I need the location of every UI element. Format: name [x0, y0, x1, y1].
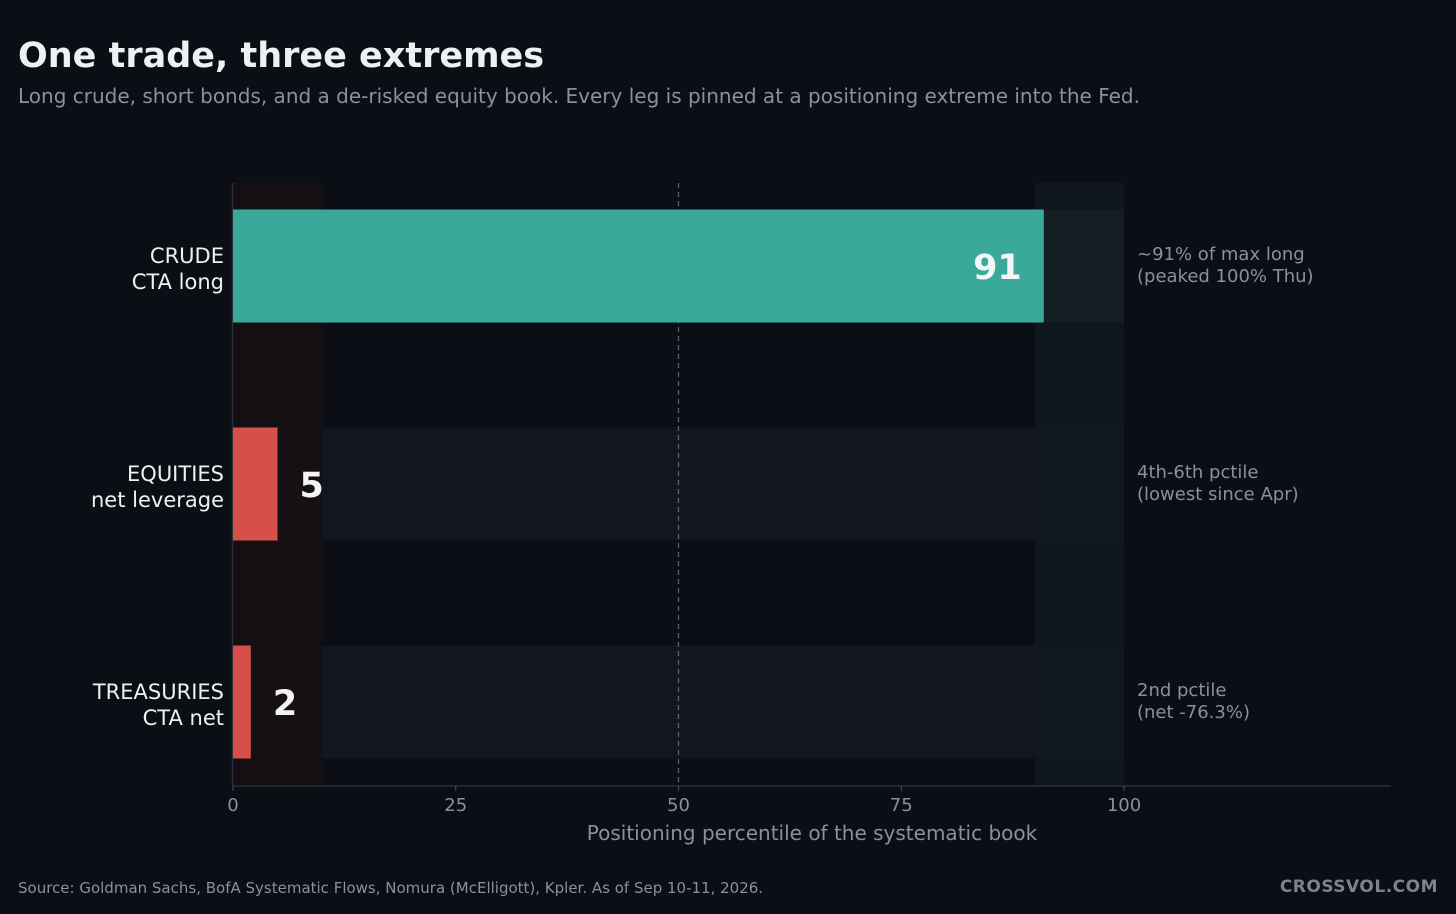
category-label-line1: CRUDE: [149, 244, 224, 268]
x-tick-label: 100: [1107, 795, 1141, 816]
category-label-line1: EQUITIES: [127, 462, 224, 486]
bar: [233, 645, 251, 759]
annotation-treasuries: 2nd pctile (net -76.3%): [1137, 680, 1250, 724]
bar-value-label: 5: [300, 466, 324, 506]
annotation-line2: (net -76.3%): [1137, 702, 1250, 723]
x-tick-label: 75: [890, 795, 913, 816]
high-extreme-zone: [1034, 183, 1124, 786]
annotation-equities: 4th-6th pctile (lowest since Apr): [1137, 462, 1299, 506]
category-label-line1: TREASURIES: [92, 680, 224, 704]
annotation-line1: 4th-6th pctile: [1137, 462, 1259, 483]
chart-subtitle: Long crude, short bonds, and a de-risked…: [18, 84, 1140, 108]
brand-watermark: CROSSVOL.COM: [1279, 877, 1438, 897]
category-label-treasuries: TREASURIES CTA net: [4, 679, 224, 731]
x-tick-label: 50: [667, 795, 690, 816]
bar-value-label: 2: [273, 684, 297, 724]
annotation-line1: ~91% of max long: [1137, 244, 1305, 265]
annotation-line2: (peaked 100% Thu): [1137, 266, 1314, 287]
x-tick-label: 0: [227, 795, 238, 816]
category-label-crude: CRUDE CTA long: [4, 243, 224, 295]
bar: [233, 209, 1044, 323]
category-label-line2: net leverage: [91, 488, 224, 512]
bar: [233, 427, 278, 541]
category-label-line2: CTA net: [142, 706, 224, 730]
category-label-line2: CTA long: [131, 270, 224, 294]
annotation-line1: 2nd pctile: [1137, 680, 1227, 701]
x-axis-label: Positioning percentile of the systematic…: [587, 821, 1038, 845]
annotation-line2: (lowest since Apr): [1137, 484, 1299, 505]
x-tick-label: 25: [444, 795, 467, 816]
source-note: Source: Goldman Sachs, BofA Systematic F…: [18, 879, 764, 897]
category-label-equities: EQUITIES net leverage: [4, 461, 224, 513]
bar-value-label: 91: [973, 248, 1022, 288]
annotation-crude: ~91% of max long (peaked 100% Thu): [1137, 244, 1314, 288]
chart-title: One trade, three extremes: [18, 36, 545, 76]
